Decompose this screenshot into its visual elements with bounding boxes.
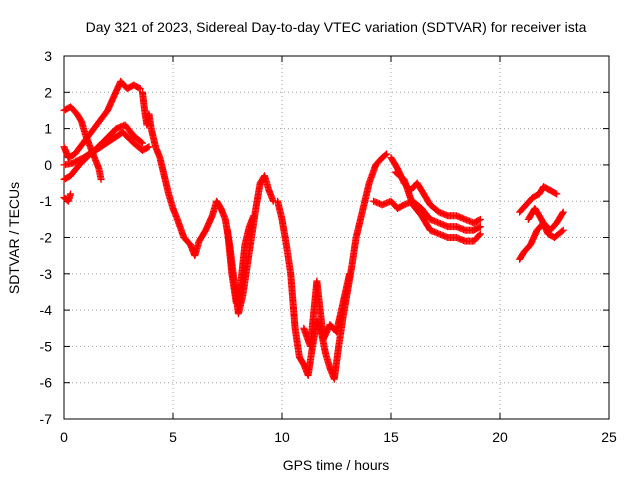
data-point xyxy=(558,209,566,217)
y-tick-label: -7 xyxy=(40,411,53,427)
data-point xyxy=(475,231,483,239)
data-point xyxy=(383,150,391,158)
data-point xyxy=(559,226,567,234)
data-points xyxy=(60,77,567,383)
data-point xyxy=(346,270,354,278)
data-point xyxy=(476,215,484,223)
x-tick-label: 5 xyxy=(169,429,177,445)
y-tick-label: -6 xyxy=(40,375,53,391)
data-point xyxy=(67,190,75,198)
data-point xyxy=(476,223,484,231)
data-point xyxy=(250,212,258,220)
y-tick-label: 1 xyxy=(44,121,52,137)
x-tick-label: 10 xyxy=(274,429,290,445)
y-tick-label: 3 xyxy=(44,48,52,64)
y-tick-label: -2 xyxy=(40,230,53,246)
data-point xyxy=(382,151,390,159)
y-axis-label: SDTVAR / TECUs xyxy=(6,182,22,294)
y-tick-label: -4 xyxy=(40,302,53,318)
y-tick-label: -3 xyxy=(40,266,53,282)
data-point xyxy=(137,138,145,146)
data-point xyxy=(558,227,566,235)
y-tick-label: -1 xyxy=(40,193,53,209)
x-tick-label: 20 xyxy=(492,429,508,445)
x-tick-label: 0 xyxy=(60,429,68,445)
y-tick-label: -5 xyxy=(40,338,53,354)
data-point xyxy=(138,139,146,147)
x-tick-label: 25 xyxy=(601,429,617,445)
data-point xyxy=(476,230,484,238)
data-point xyxy=(475,216,483,224)
data-point xyxy=(559,208,567,216)
data-point xyxy=(145,143,153,151)
x-axis-label: GPS time / hours xyxy=(283,457,390,473)
y-tick-label: 0 xyxy=(44,157,52,173)
y-tick-label: 2 xyxy=(44,84,52,100)
x-tick-label: 15 xyxy=(383,429,399,445)
chart-title: Day 321 of 2023, Sidereal Day-to-day VTE… xyxy=(86,19,587,35)
data-point xyxy=(553,190,561,198)
data-point xyxy=(144,143,152,151)
data-point xyxy=(475,223,483,231)
data-point xyxy=(551,189,559,197)
data-point xyxy=(135,84,143,92)
data-point xyxy=(97,175,105,183)
data-point xyxy=(136,85,144,93)
